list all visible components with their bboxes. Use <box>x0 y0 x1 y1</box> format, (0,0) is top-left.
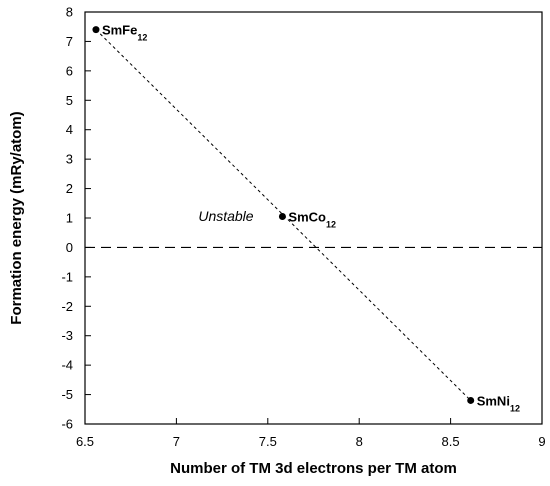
y-tick-label: 3 <box>66 152 73 167</box>
y-tick-label: 8 <box>66 5 73 20</box>
data-points: SmFe12 SmCo12 SmNi12 <box>92 23 520 413</box>
trend-line <box>95 29 472 401</box>
x-tick-label: 7.5 <box>259 434 277 449</box>
x-axis-ticks: 6.5 7 7.5 8 8.5 9 <box>76 418 546 449</box>
point-label-subscript: 12 <box>137 33 147 43</box>
y-tick-label: 1 <box>66 211 73 226</box>
y-tick-label: 7 <box>66 34 73 49</box>
y-tick-label: -4 <box>61 358 73 373</box>
point-label-subscript: 12 <box>510 403 520 413</box>
y-axis-ticks: -6 -5 -4 -3 -2 -1 0 1 2 3 4 5 6 7 8 <box>61 5 91 432</box>
unstable-annotation: Unstable <box>198 208 253 224</box>
y-tick-label: -6 <box>61 417 73 432</box>
data-point <box>467 396 475 404</box>
data-point <box>278 213 286 221</box>
y-tick-label: 6 <box>66 63 73 78</box>
y-tick-label: -2 <box>61 299 73 314</box>
y-tick-label: -1 <box>61 269 73 284</box>
point-label-subscript: 12 <box>326 220 336 230</box>
point-label: SmCo12 <box>288 210 336 230</box>
y-tick-label: 2 <box>66 181 73 196</box>
x-tick-label: 8.5 <box>442 434 460 449</box>
x-tick-label: 9 <box>538 434 545 449</box>
y-tick-label: 4 <box>66 122 73 137</box>
y-tick-label: -3 <box>61 328 73 343</box>
data-point <box>92 26 100 34</box>
y-tick-label: -5 <box>61 387 73 402</box>
x-axis-title: Number of TM 3d electrons per TM atom <box>170 460 457 477</box>
x-tick-label: 6.5 <box>76 434 94 449</box>
y-axis-title: Formation energy (mRy/atom) <box>8 111 25 324</box>
y-tick-label: 5 <box>66 93 73 108</box>
x-tick-label: 8 <box>356 434 363 449</box>
point-label: SmFe12 <box>102 23 147 43</box>
y-tick-label: 0 <box>66 240 73 255</box>
x-tick-label: 7 <box>173 434 180 449</box>
point-label: SmNi12 <box>477 393 520 413</box>
